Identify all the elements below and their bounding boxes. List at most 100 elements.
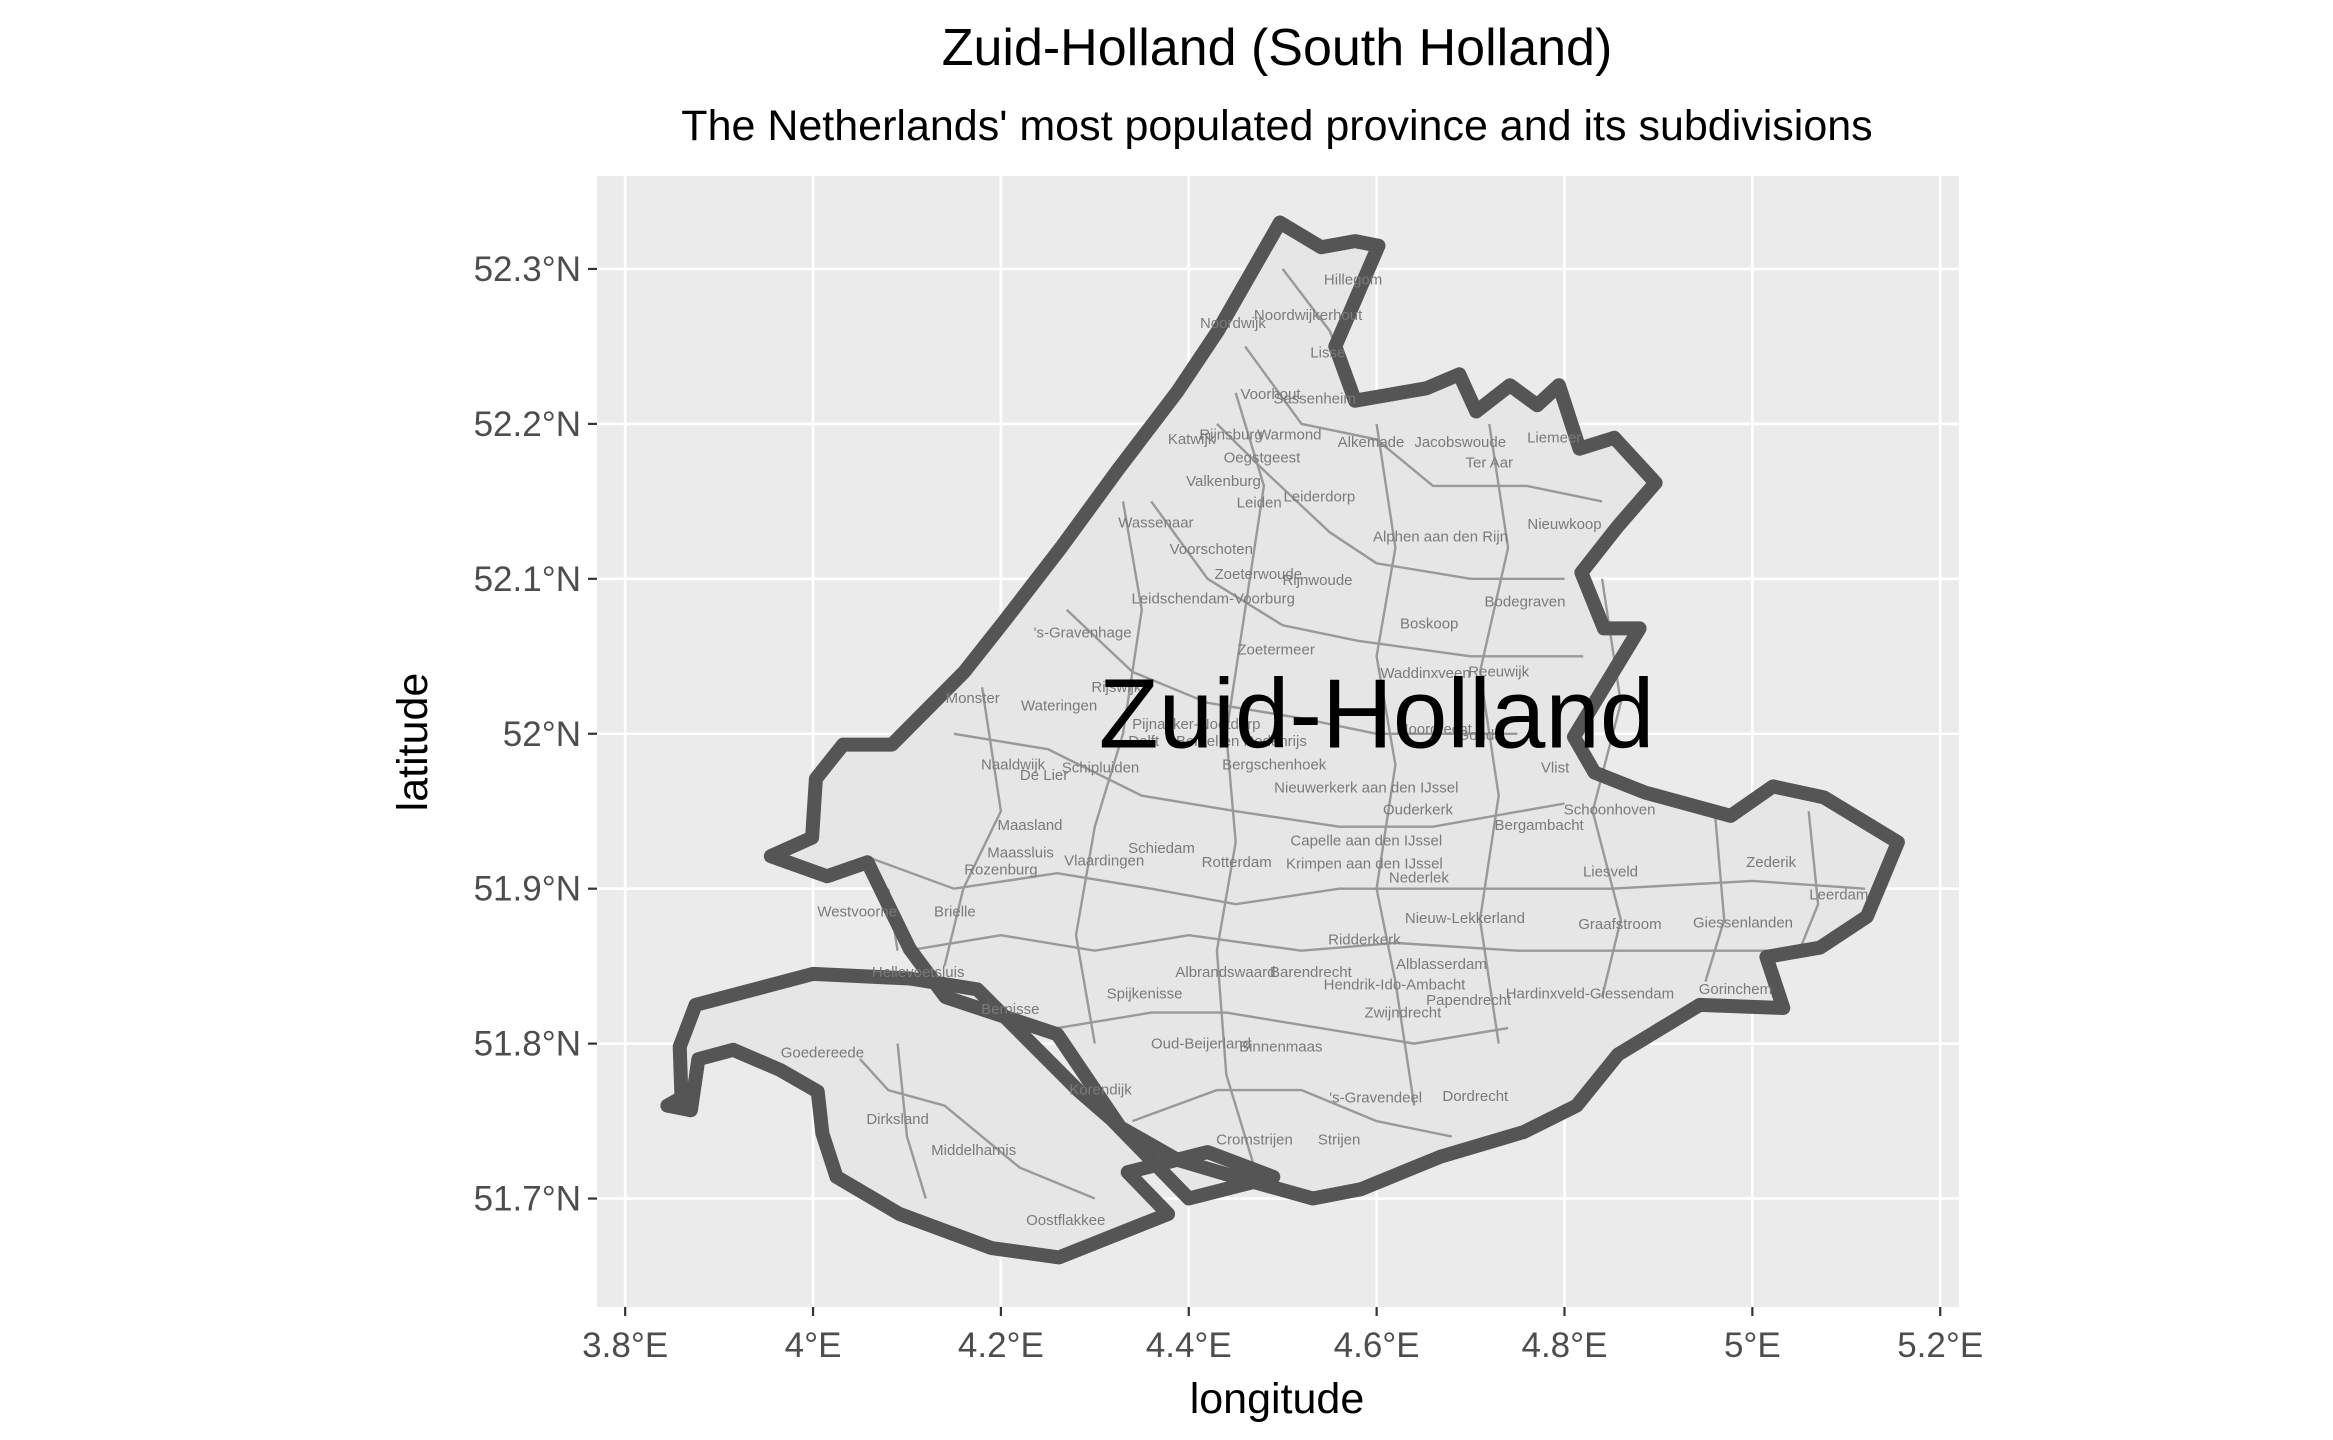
municipality-label: Monster — [946, 690, 1000, 707]
municipality-border — [1065, 608, 1518, 735]
municipality-label: Dirksland — [866, 1111, 929, 1128]
municipality-label: Maassluis — [987, 845, 1054, 862]
municipality-label: Rotterdam — [1202, 854, 1272, 871]
municipality-border — [896, 1043, 927, 1199]
chart-subtitle: The Netherlands' most populated province… — [681, 102, 1872, 150]
y-tick-label: 52.1°N — [474, 560, 581, 599]
municipality-border — [1244, 345, 1603, 503]
municipality-label: Strijen — [1318, 1131, 1361, 1148]
municipality-label: Rozenburg — [964, 862, 1037, 879]
municipality-label: Rijnsburg — [1199, 426, 1262, 443]
municipality-label: Cromstrijen — [1216, 1131, 1293, 1148]
municipality-label: Leidschendam-Voorburg — [1131, 591, 1294, 608]
x-tick-label: 3.8°E — [582, 1326, 668, 1365]
municipality-label: Delft — [1128, 733, 1160, 750]
municipality-label: Zederik — [1746, 854, 1797, 871]
y-tick-label: 51.8°N — [474, 1025, 581, 1064]
municipality-border — [1375, 423, 1416, 1106]
municipality-label: Papendrecht — [1426, 992, 1512, 1009]
municipality-label: Ridderkerk — [1328, 932, 1401, 949]
chart-title: Zuid-Holland (South Holland) — [942, 19, 1613, 77]
municipality-label: Warmond — [1257, 426, 1321, 443]
municipality-label: Barendrecht — [1270, 964, 1353, 981]
y-axis-title: latitude — [389, 673, 437, 812]
x-tick-label: 4.8°E — [1521, 1326, 1607, 1365]
municipality-label: Albrandswaard — [1175, 964, 1275, 981]
municipality-border — [859, 1058, 1096, 1200]
province-label: Zuid-Holland — [1099, 659, 1655, 769]
municipality-label: Gorinchem — [1699, 981, 1772, 998]
municipality-label: Hardinxveld-Giessendam — [1506, 986, 1674, 1003]
municipality-border — [1131, 1088, 1453, 1138]
municipality-label: Goedereede — [781, 1045, 864, 1062]
municipality-label: Krimpen aan den IJssel — [1286, 856, 1443, 873]
municipality-label: Sassenheim — [1273, 391, 1356, 408]
municipality-label: 's-Gravendeel — [1329, 1090, 1422, 1107]
x-axis: 3.8°E 4°E 4.2°E 4.4°E 4.6°E 4.8°E 5°E 5.2°E — [582, 1307, 1983, 1365]
municipality-label: Berkel en Rodenrijs — [1176, 733, 1307, 750]
municipality-border — [943, 687, 1003, 967]
municipality-border — [1798, 811, 1820, 952]
municipality-label: Alkemade — [1338, 434, 1405, 451]
municipality-label: Valkenburg — [1186, 473, 1261, 490]
province-outline-layer — [660, 215, 1905, 1265]
municipality-label: Ter Aar — [1466, 454, 1514, 471]
municipality-label: Oegstgeest — [1224, 450, 1302, 467]
municipality-label: Liesveld — [1583, 863, 1638, 880]
municipality-label: Binnenmaas — [1239, 1038, 1322, 1055]
municipality-label: Jacobswoude — [1414, 434, 1506, 451]
municipality-label: Leiden — [1237, 495, 1282, 512]
municipality-label: Ouderkerk — [1383, 801, 1454, 818]
municipality-label: Brielle — [934, 904, 976, 921]
municipality-label: Spijkenisse — [1107, 986, 1183, 1003]
municipality-label: Rijswijk — [1091, 679, 1141, 696]
municipality-label: Alphen aan den Rijn — [1373, 529, 1508, 546]
municipality-label: Boskoop — [1400, 615, 1458, 632]
municipality-label: Alblasserdam — [1396, 956, 1487, 973]
x-tick-label: 4°E — [785, 1326, 842, 1365]
municipality-label: Voorschoten — [1170, 541, 1253, 558]
municipality-label: Liemeer — [1527, 430, 1581, 447]
islands-outline — [660, 966, 1281, 1265]
municipality-label: Zoetermeer — [1237, 642, 1315, 659]
municipality-layer — [667, 222, 1898, 1258]
municipality-label: Wassenaar — [1118, 515, 1193, 532]
municipality-label: Rijnwoude — [1282, 572, 1352, 589]
municipality-label: Pijnacker-Nootdorp — [1132, 716, 1260, 733]
municipality-border — [906, 933, 1800, 952]
municipality-label: Graafstroom — [1578, 916, 1661, 933]
y-axis: 51.7°N 51.8°N 51.9°N 52°N 52.1°N 52.2°N 52.3°N — [474, 250, 597, 1219]
municipality-border — [868, 856, 1866, 906]
municipality-label: Nieuwerkerk aan den IJssel — [1274, 780, 1458, 797]
y-tick-label: 51.7°N — [474, 1180, 581, 1219]
y-tick-label: 52.3°N — [474, 250, 581, 289]
municipality-border — [1478, 423, 1510, 1044]
municipality-label: Noordwijkerhout — [1254, 307, 1363, 324]
municipality-label: Noordwijk — [1200, 315, 1266, 332]
municipality-label: De Lier — [1020, 767, 1068, 784]
municipality-label: Gouda — [1457, 727, 1503, 744]
municipality-label: Westvoorne — [817, 904, 897, 921]
municipality-label: 's-Gravenhage — [1034, 625, 1132, 642]
municipality-label: Wateringen — [1021, 698, 1097, 715]
x-tick-label: 4.4°E — [1146, 1326, 1232, 1365]
municipality-label: Korendijk — [1069, 1082, 1132, 1099]
municipality-label: Middelharnis — [931, 1142, 1016, 1159]
municipality-label: Nederlek — [1389, 870, 1450, 887]
municipality-label: Leiderdorp — [1283, 488, 1355, 505]
y-tick-label: 52°N — [503, 715, 581, 754]
municipality-label: Bergambacht — [1494, 817, 1584, 834]
municipality-label: Zoeterwoude — [1215, 566, 1303, 583]
municipality-label: Schiedam — [1128, 840, 1195, 857]
municipality-border — [1057, 1011, 1509, 1045]
municipality-label: Waddinxveen — [1380, 665, 1470, 682]
province-outline — [763, 215, 1905, 1206]
x-tick-label: 5.2°E — [1897, 1326, 1983, 1365]
province-fill — [770, 222, 1898, 1199]
municipality-label: Oostflakkee — [1026, 1212, 1105, 1229]
municipality-label: Schoonhoven — [1564, 801, 1656, 818]
municipality-label: Hendrik-Ido-Ambacht — [1324, 976, 1467, 993]
municipality-border — [1704, 811, 1726, 982]
